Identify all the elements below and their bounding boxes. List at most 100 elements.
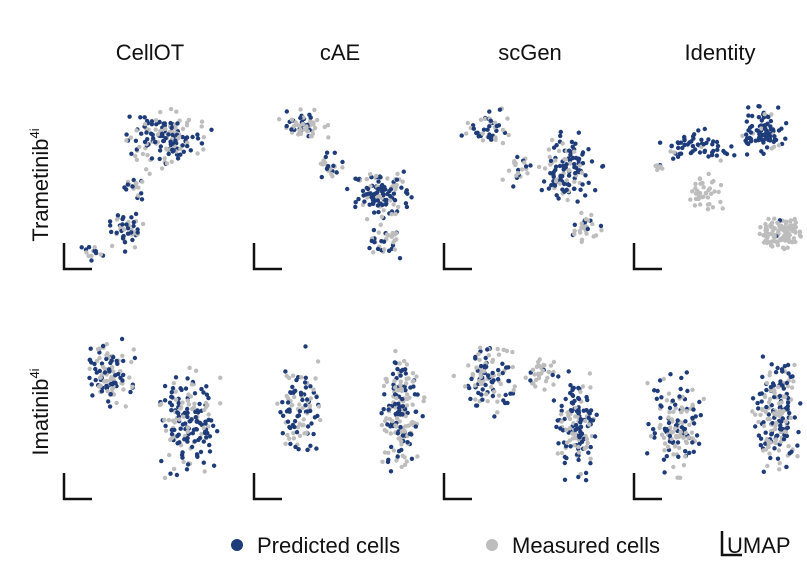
measured-cell-point xyxy=(577,163,582,168)
predicted-cell-point xyxy=(207,449,213,454)
predicted-cell-point xyxy=(562,416,567,422)
measured-cell-point xyxy=(683,430,688,436)
predicted-cell-point xyxy=(485,373,491,378)
measured-cell-point xyxy=(543,379,549,384)
measured-cell-point xyxy=(750,409,755,414)
predicted-cell-point xyxy=(578,420,583,425)
predicted-cell-point xyxy=(562,460,567,466)
predicted-cell-point xyxy=(528,163,533,168)
measured-cell-point xyxy=(289,117,295,122)
predicted-cell-point xyxy=(690,149,695,154)
measured-cell-point xyxy=(140,221,146,227)
predicted-cell-point xyxy=(584,408,589,413)
predicted-cell-point xyxy=(192,391,198,396)
predicted-cell-point xyxy=(691,449,696,454)
predicted-cell-point xyxy=(690,415,695,421)
predicted-cell-point xyxy=(583,470,589,476)
predicted-cell-point xyxy=(185,143,190,149)
measured-cell-point xyxy=(709,191,714,196)
predicted-cell-point xyxy=(190,134,195,140)
predicted-cell-point xyxy=(90,393,95,398)
measured-cell-point xyxy=(758,225,763,230)
predicted-cell-point xyxy=(201,439,206,444)
measured-cell-point xyxy=(551,382,556,387)
panel-trametinib-cae xyxy=(252,107,414,271)
predicted-cell-point xyxy=(666,420,672,426)
predicted-cell-point xyxy=(702,126,707,132)
predicted-cell-point xyxy=(115,361,120,366)
measured-cell-point xyxy=(693,181,698,187)
predicted-cell-point xyxy=(769,403,774,408)
predicted-cell-point xyxy=(120,378,125,383)
legend-umap-axes-icon xyxy=(720,531,742,557)
predicted-cell-point xyxy=(562,477,568,482)
measured-cell-point xyxy=(391,448,397,453)
predicted-cell-point xyxy=(404,188,409,193)
predicted-cell-point xyxy=(489,379,494,384)
measured-cell-point xyxy=(756,419,761,425)
predicted-cell-point xyxy=(403,371,408,376)
predicted-cell-point xyxy=(476,134,481,139)
measured-cell-point xyxy=(382,450,388,455)
measured-cell-point xyxy=(206,412,211,417)
predicted-cell-point xyxy=(559,403,564,409)
predicted-cell-point xyxy=(753,424,758,429)
measured-cell-point xyxy=(184,123,190,128)
measured-cell-point xyxy=(674,433,679,439)
measured-cell-point xyxy=(690,402,695,407)
measured-cell-point xyxy=(711,178,716,184)
predicted-cell-point xyxy=(646,421,651,427)
predicted-cell-point xyxy=(353,200,358,205)
measured-cell-point xyxy=(134,157,140,162)
predicted-cell-point xyxy=(714,139,720,145)
measured-cell-point xyxy=(402,462,408,467)
predicted-cell-point xyxy=(769,362,774,367)
predicted-cell-point xyxy=(706,137,711,142)
predicted-cell-point xyxy=(576,457,581,463)
predicted-cell-point xyxy=(180,422,186,427)
predicted-cell-point xyxy=(400,404,406,409)
predicted-cell-point xyxy=(795,443,800,448)
measured-cell-point xyxy=(549,137,555,143)
row-label-imatinib: Imatinib4i xyxy=(27,368,53,455)
measured-cell-point xyxy=(480,138,486,143)
predicted-cell-point xyxy=(89,382,94,387)
predicted-cell-point xyxy=(127,114,132,119)
predicted-cell-point xyxy=(211,463,217,468)
predicted-cell-point xyxy=(79,245,84,250)
predicted-cell-point xyxy=(667,405,673,411)
measured-cell-point xyxy=(500,140,506,146)
predicted-cell-point xyxy=(108,392,113,397)
predicted-cell-point xyxy=(311,431,316,437)
measured-cell-point xyxy=(687,422,692,428)
measured-cell-point xyxy=(185,429,190,434)
measured-cell-point xyxy=(199,119,205,124)
measured-cell-point xyxy=(485,399,490,404)
predicted-cell-point xyxy=(506,365,511,370)
measured-cell-point xyxy=(768,388,774,393)
measured-cell-point xyxy=(762,394,768,400)
predicted-cell-point xyxy=(334,170,339,175)
predicted-cell-point xyxy=(586,450,591,455)
measured-cell-point xyxy=(767,451,772,456)
measured-cell-point xyxy=(137,144,142,150)
predicted-cell-point xyxy=(399,185,404,190)
measured-cell-point xyxy=(776,384,781,390)
measured-cell-point xyxy=(772,391,777,396)
measured-cell-point xyxy=(312,107,317,113)
predicted-cell-point xyxy=(138,115,143,120)
measured-cell-point xyxy=(563,157,568,162)
measured-cell-point xyxy=(474,365,479,370)
measured-cell-point xyxy=(173,397,179,402)
measured-cell-point xyxy=(582,446,587,451)
measured-cell-point xyxy=(534,364,540,369)
measured-cell-point xyxy=(564,178,569,183)
measured-cell-point xyxy=(379,422,385,428)
measured-cell-point xyxy=(466,363,471,368)
predicted-cell-point xyxy=(394,177,400,182)
predicted-cell-point xyxy=(180,143,185,148)
measured-cell-point xyxy=(533,384,538,389)
measured-cell-point xyxy=(385,176,390,181)
predicted-cell-point xyxy=(197,401,202,407)
predicted-cell-point xyxy=(194,427,199,432)
